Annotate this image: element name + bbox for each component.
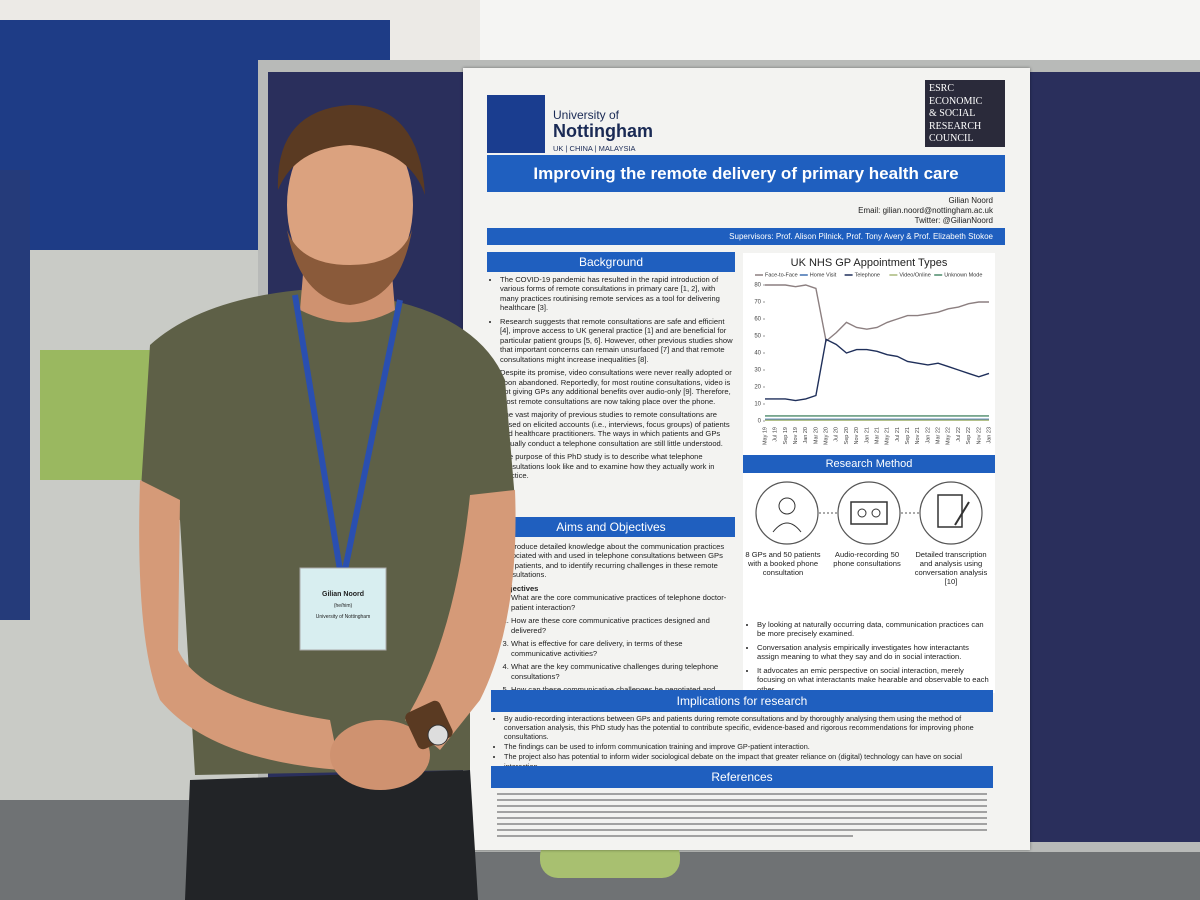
series-line bbox=[765, 338, 990, 402]
bullet: Research suggests that remote consultati… bbox=[500, 317, 733, 364]
aims-text: To produce detailed knowledge about the … bbox=[489, 542, 733, 708]
supervisors: Supervisors: Prof. Alison Pilnick, Prof.… bbox=[487, 228, 1005, 245]
x-tick-label: Sep 22 bbox=[966, 427, 972, 444]
objective: What is effective for care delivery, in … bbox=[511, 639, 733, 658]
badge-affiliation: University of Nottingham bbox=[316, 614, 370, 620]
email: Email: gilian.noord@nottingham.ac.uk bbox=[858, 206, 993, 215]
poster-title: Improving the remote delivery of primary… bbox=[487, 155, 1005, 192]
funder-text: ESRC bbox=[929, 83, 955, 94]
chart-title: UK NHS GP Appointment Types bbox=[791, 257, 948, 269]
bullet: The COVID-19 pandemic has resulted in th… bbox=[500, 275, 733, 313]
x-tick-label: Sep 19 bbox=[783, 427, 789, 444]
method-step: Audio-recording 50 phone consultations bbox=[833, 550, 901, 569]
x-tick-label: Nov 20 bbox=[854, 427, 860, 444]
section-heading: References bbox=[491, 766, 993, 788]
legend-label: Face-to-Face bbox=[765, 272, 798, 278]
x-tick-label: May 19 bbox=[762, 427, 768, 445]
x-tick-label: Mar 21 bbox=[874, 427, 880, 444]
bullet: By looking at naturally occurring data, … bbox=[757, 620, 990, 639]
bullet: The vast majority of previous studies to… bbox=[500, 410, 733, 448]
x-tick-label: Nov 21 bbox=[915, 427, 921, 444]
x-tick-label: Jan 23 bbox=[986, 427, 992, 444]
poster: University of Nottingham UK | CHINA | MA… bbox=[463, 68, 1030, 850]
objective: What are the core communicative practice… bbox=[511, 593, 733, 612]
series-line bbox=[765, 284, 989, 343]
x-tick-label: Jul 22 bbox=[956, 427, 962, 442]
x-tick-label: May 21 bbox=[885, 427, 891, 445]
funder-text: & SOCIAL bbox=[929, 108, 976, 119]
x-tick-label: Jan 21 bbox=[864, 427, 870, 444]
method-step: Detailed transcription and analysis usin… bbox=[914, 550, 988, 587]
author: Gilian Noord bbox=[948, 196, 993, 205]
x-tick-label: Jul 21 bbox=[895, 427, 901, 442]
bullet: The purpose of this PhD study is to desc… bbox=[500, 452, 733, 480]
university-name: University of bbox=[553, 108, 620, 122]
method-text: By looking at naturally occurring data, … bbox=[746, 620, 990, 698]
x-tick-label: Sep 20 bbox=[844, 427, 850, 444]
y-tick-label: 50 bbox=[754, 334, 761, 340]
bullet: It advocates an emic perspective on soci… bbox=[757, 666, 990, 694]
badge-name: Gilian Noord bbox=[322, 591, 364, 598]
y-tick-label: 10 bbox=[754, 402, 761, 408]
bullet: The findings can be used to inform commu… bbox=[504, 742, 991, 751]
x-tick-label: Jan 20 bbox=[803, 427, 809, 444]
x-tick-label: May 22 bbox=[946, 427, 952, 445]
legend-label: Home Visit bbox=[810, 272, 837, 278]
objective: How are these core communicative practic… bbox=[511, 616, 733, 635]
funder-text: ECONOMIC bbox=[929, 95, 983, 107]
bullet: Conversation analysis empirically invest… bbox=[757, 643, 990, 662]
twitter: Twitter: @GilianNoord bbox=[914, 216, 993, 225]
objective: What are the key communicative challenge… bbox=[511, 662, 733, 681]
x-tick-label: Jul 19 bbox=[773, 427, 779, 442]
x-tick-label: May 20 bbox=[824, 427, 830, 445]
legend-label: Telephone bbox=[855, 272, 880, 278]
method-step: 8 GPs and 50 patients with a booked phon… bbox=[745, 550, 821, 578]
section-heading: Background bbox=[487, 252, 735, 272]
x-tick-label: Nov 22 bbox=[976, 427, 982, 444]
legend-label: Video/Online bbox=[899, 272, 930, 278]
section-heading: Research Method bbox=[743, 455, 995, 473]
x-tick-label: Mar 22 bbox=[936, 427, 942, 444]
university-name: Nottingham bbox=[553, 121, 653, 141]
y-tick-label: 80 bbox=[754, 283, 761, 289]
section-heading: Aims and Objectives bbox=[487, 517, 735, 537]
y-tick-label: 30 bbox=[754, 368, 761, 374]
badge-pronouns: (he/him) bbox=[334, 603, 353, 609]
section-heading: Implications for research bbox=[491, 690, 993, 712]
y-tick-label: 60 bbox=[754, 317, 761, 323]
legend-label: Unknown Mode bbox=[944, 272, 982, 278]
y-tick-label: 70 bbox=[754, 300, 761, 306]
x-tick-label: Mar 20 bbox=[813, 427, 819, 444]
y-tick-label: 20 bbox=[754, 385, 761, 391]
x-tick-label: Sep 21 bbox=[905, 427, 911, 444]
background-text: The COVID-19 pandemic has resulted in th… bbox=[489, 275, 733, 485]
x-tick-label: Nov 19 bbox=[793, 427, 799, 444]
aim: To produce detailed knowledge about the … bbox=[500, 542, 733, 580]
x-tick-label: Jul 20 bbox=[834, 427, 840, 442]
objectives-heading: Objectives bbox=[500, 583, 539, 593]
bullet: By audio-recording interactions between … bbox=[504, 714, 991, 741]
funder-text: RESEARCH bbox=[929, 120, 982, 132]
bullet: Despite its promise, video consultations… bbox=[500, 368, 733, 406]
funder-text: COUNCIL bbox=[929, 133, 974, 144]
y-tick-label: 0 bbox=[758, 419, 762, 425]
author-block: Gilian Noord Email: gilian.noord@notting… bbox=[663, 196, 993, 226]
campuses: UK | CHINA | MALAYSIA bbox=[553, 144, 636, 153]
chart: UK NHS GP Appointment Types 0 10 20 30 40 50 6… bbox=[743, 253, 995, 455]
method-icons bbox=[755, 481, 983, 545]
references-lines bbox=[497, 793, 987, 837]
university-logo bbox=[487, 95, 545, 153]
x-tick-label: Jan 22 bbox=[925, 427, 931, 444]
funder-logo: ESRC ECONOMIC & SOCIAL RESEARCH COUNCIL bbox=[925, 80, 1005, 147]
y-tick-label: 40 bbox=[754, 351, 761, 357]
